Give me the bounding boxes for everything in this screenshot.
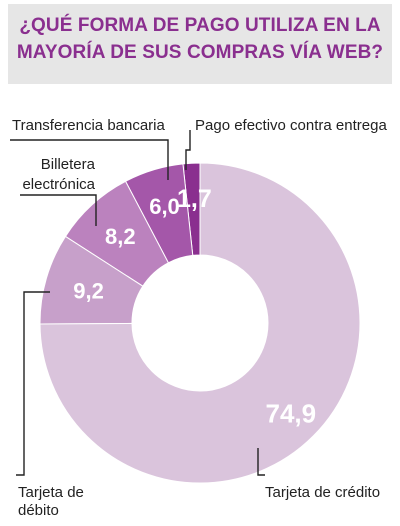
leader-line-credito [257,448,265,476]
label-billetera-line2: electrónica [22,176,95,193]
label-debito-line2: débito [18,502,59,519]
label-credito: Tarjeta de crédito [265,484,380,501]
label-billetera-line1: Billetera [41,156,96,173]
label-transferencia: Transferencia bancaria [12,117,166,134]
label-pago-efectivo: Pago efectivo contra entrega [195,117,387,134]
leader-line-debito [16,291,50,476]
value-pago-efectivo: 1,7 [177,185,212,213]
value-transferencia: 6,0 [149,194,180,219]
label-debito-line1: Tarjeta de [18,484,84,501]
title-background [8,4,392,84]
leader-line-transferencia [10,139,169,180]
slice-credito [39,162,361,484]
value-billetera: 8,2 [105,224,136,249]
leader-line-pago-efectivo [185,130,191,170]
leader-line-billetera [20,194,97,226]
value-debito: 9,2 [73,279,104,304]
chart-title: ¿QUÉ FORMA DE PAGO UTILIZA EN LA MAYORÍA… [16,15,384,63]
value-credito: 74,9 [265,399,316,429]
